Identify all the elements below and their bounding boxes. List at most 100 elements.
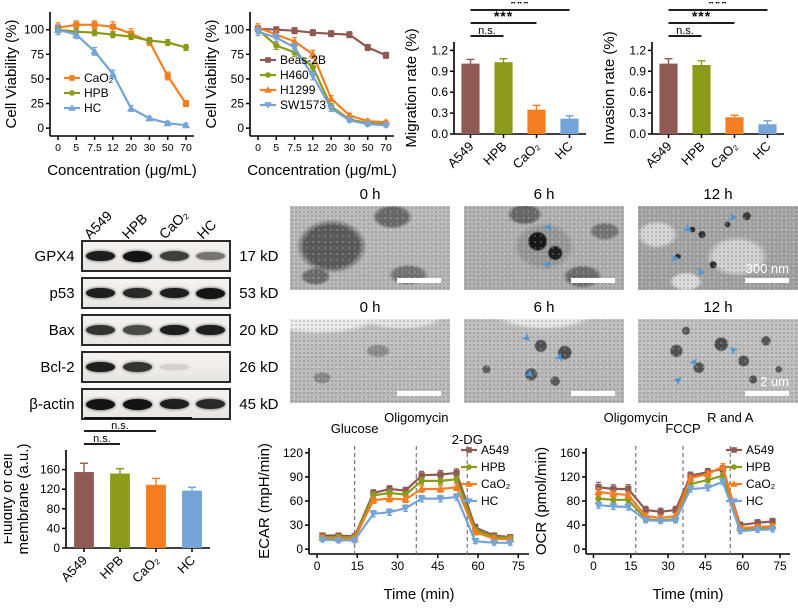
- blot-band: [123, 325, 153, 335]
- blot-band: [86, 361, 116, 373]
- axes: 0 30 60 90 120 ECAR (mpH/min) Time (min) 0 15 30 4…: [256, 410, 529, 603]
- blot-band: [196, 398, 226, 410]
- blot-kd-label: 26 kD: [239, 358, 279, 376]
- svg-text:***: ***: [708, 2, 727, 11]
- svg-text:30: 30: [391, 559, 405, 573]
- blot-band: [159, 324, 189, 336]
- svg-text:80: 80: [567, 494, 581, 508]
- tem-timepoint-label: 12 h: [703, 186, 733, 203]
- svg-text:HC: HC: [481, 494, 499, 508]
- tem-timepoint-label: 6 h: [533, 299, 555, 316]
- tem-cell: 6 h ➤ ➤ ➤: [464, 299, 624, 403]
- svg-text:100: 100: [224, 23, 244, 37]
- blot-band: [196, 287, 226, 299]
- arrow-icon: ➤: [538, 255, 557, 273]
- tem-timepoint-label: 0 h: [359, 186, 381, 203]
- svg-text:CaO₂: CaO₂: [129, 553, 162, 586]
- svg-text:45: 45: [431, 559, 445, 573]
- svg-text:0: 0: [37, 121, 44, 135]
- svg-text:30: 30: [290, 518, 304, 532]
- invasion-rate-chart: 0.0 0.3 0.6 0.9 1.2 Invasion rate (%) A549 HPB C…: [601, 0, 784, 172]
- scale-bar: [571, 278, 615, 283]
- blot-kd-label: 17 kD: [239, 247, 279, 265]
- tem-micrograph-6h-row2: ➤ ➤ ➤: [464, 319, 624, 403]
- svg-text:30: 30: [344, 142, 356, 154]
- blot-row-GPX4: GPX4 17 kD: [12, 240, 294, 272]
- membrane-fluidity-chart: 0 40 80 120 160 Fluidity of cell membrane (a.u…: [0, 403, 210, 586]
- svg-text:5: 5: [73, 142, 79, 154]
- scale-bar: [745, 278, 789, 283]
- svg-text:0.6: 0.6: [629, 85, 646, 99]
- blot-protein-label: GPX4: [34, 247, 75, 265]
- series-HC: [53, 24, 191, 129]
- tem-cell: 12 h ➤ ➤ ➤ ➤ 300 nm: [638, 186, 798, 290]
- arrow-icon: ➤: [695, 265, 707, 280]
- arrow-icon: ➤: [669, 371, 687, 390]
- blot-protein-label: β-actin: [29, 395, 75, 413]
- svg-text:HPB: HPB: [481, 460, 506, 474]
- svg-text:120: 120: [40, 482, 60, 496]
- svg-text:15: 15: [624, 559, 638, 573]
- svg-text:n.s.: n.s.: [111, 420, 129, 432]
- svg-text:50: 50: [362, 142, 374, 154]
- svg-text:1.2: 1.2: [629, 43, 646, 57]
- scale-bar: [397, 278, 441, 283]
- series-SW1573: [253, 27, 391, 130]
- blot-kd-label: 20 kD: [239, 321, 279, 339]
- arrow-icon: ➤: [550, 349, 567, 365]
- tem-timepoint-label: 6 h: [533, 186, 555, 203]
- blot-band-box: [80, 277, 232, 309]
- blot-row-p53: p53 53 kD: [12, 277, 294, 309]
- series-HC: [594, 478, 777, 536]
- svg-text:12: 12: [107, 142, 119, 154]
- svg-text:HC: HC: [552, 139, 576, 163]
- migration-rate-chart: 0.0 0.3 0.6 0.9 1.2 Migration rate (%) A549 HPB…: [403, 0, 586, 172]
- svg-text:90: 90: [290, 470, 304, 484]
- svg-text:***: ***: [510, 2, 529, 11]
- svg-text:50: 50: [162, 142, 174, 154]
- ecar-panel: 0 30 60 90 120 ECAR (mpH/min) Time (min) 0 15 30 4…: [255, 410, 535, 609]
- blot-lane-label: HPB: [118, 210, 150, 242]
- svg-text:Beas-2B: Beas-2B: [280, 53, 326, 67]
- arrow-icon: ➤: [685, 353, 703, 371]
- ocr-panel: 0 40 80 120 160 OCR (pmol/min) Time (min) 0 15 30…: [532, 410, 796, 609]
- svg-text:0.3: 0.3: [629, 106, 646, 120]
- blot-lane-label: A549: [80, 207, 116, 242]
- blot-protein-label: Bcl-2: [40, 358, 75, 376]
- svg-text:HC: HC: [746, 494, 764, 508]
- svg-text:160: 160: [560, 446, 580, 460]
- blot-band: [86, 398, 116, 410]
- tem-micrograph-12h-row1: ➤ ➤ ➤ ➤ 300 nm: [638, 206, 798, 290]
- svg-text:*: *: [135, 412, 141, 419]
- svg-text:25: 25: [231, 97, 245, 111]
- svg-text:45: 45: [699, 559, 713, 573]
- svg-text:15: 15: [351, 559, 365, 573]
- bars: n.s.******: [461, 0, 579, 134]
- ecar-chart: 0 30 60 90 120 ECAR (mpH/min) Time (min) 0 15 30 4…: [256, 410, 529, 603]
- blot-band: [86, 324, 116, 336]
- blot-band-box: [80, 314, 232, 346]
- cell-viability-nanoparticle-panel: 0 25 50 75 100 Cell Viability (%) Concentratio…: [2, 2, 200, 185]
- blot-band: [159, 251, 189, 261]
- svg-text:0: 0: [296, 542, 303, 556]
- axes: 0 40 80 120 160 OCR (pmol/min) Time (min) 0 15 30…: [533, 410, 790, 603]
- svg-text:A549: A549: [481, 443, 509, 457]
- svg-text:0.0: 0.0: [431, 127, 448, 141]
- svg-text:60: 60: [290, 494, 304, 508]
- svg-text:0: 0: [590, 559, 597, 573]
- svg-text:Fluidity of cell: Fluidity of cell: [4, 454, 16, 545]
- blot-lane-label: HC: [193, 216, 219, 242]
- svg-text:75: 75: [31, 47, 45, 61]
- svg-text:H460: H460: [280, 68, 309, 82]
- arrow-icon: ➤: [679, 220, 696, 238]
- svg-text:HC: HC: [84, 101, 102, 115]
- svg-text:HC: HC: [174, 553, 198, 577]
- arrow-icon: ➤: [521, 365, 539, 383]
- blot-band: [123, 398, 153, 410]
- tem-micrograph-12h-row2: ➤ ➤ ➤ 2 um: [638, 319, 798, 403]
- blot-band-box: [80, 388, 232, 420]
- legend: A549 HPB CaO₂ HC: [461, 443, 511, 508]
- svg-text:0: 0: [237, 121, 244, 135]
